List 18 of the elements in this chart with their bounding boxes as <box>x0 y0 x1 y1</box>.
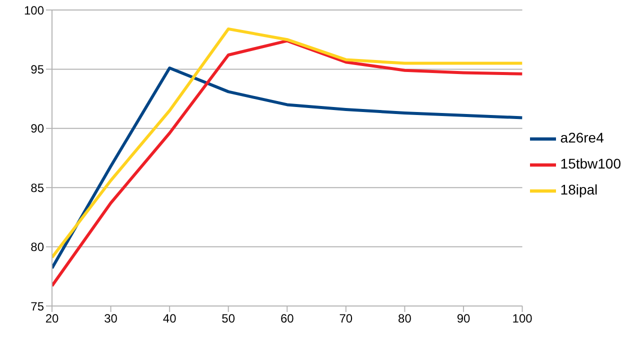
x-tick-label: 60 <box>280 312 294 326</box>
x-tick-label: 90 <box>456 312 470 326</box>
y-tick-label: 85 <box>30 180 44 195</box>
y-tick-label: 80 <box>30 240 44 254</box>
y-tick-label: 90 <box>30 122 44 136</box>
x-tick-label: 50 <box>222 312 236 326</box>
legend-label: 18ipal <box>560 182 598 198</box>
y-tick-label: 100 <box>24 3 44 18</box>
legend-label: 15tbw100 <box>560 156 621 172</box>
x-tick-label: 40 <box>162 312 177 326</box>
x-tick-label: 100 <box>512 312 533 326</box>
x-tick-label: 20 <box>45 312 59 326</box>
x-tick-label: 80 <box>398 312 412 326</box>
legend-label: a26re4 <box>560 130 604 146</box>
y-tick-label: 75 <box>30 299 44 314</box>
x-tick-label: 70 <box>339 312 353 326</box>
y-tick-label: 95 <box>30 62 44 76</box>
x-tick-label: 30 <box>104 312 118 326</box>
